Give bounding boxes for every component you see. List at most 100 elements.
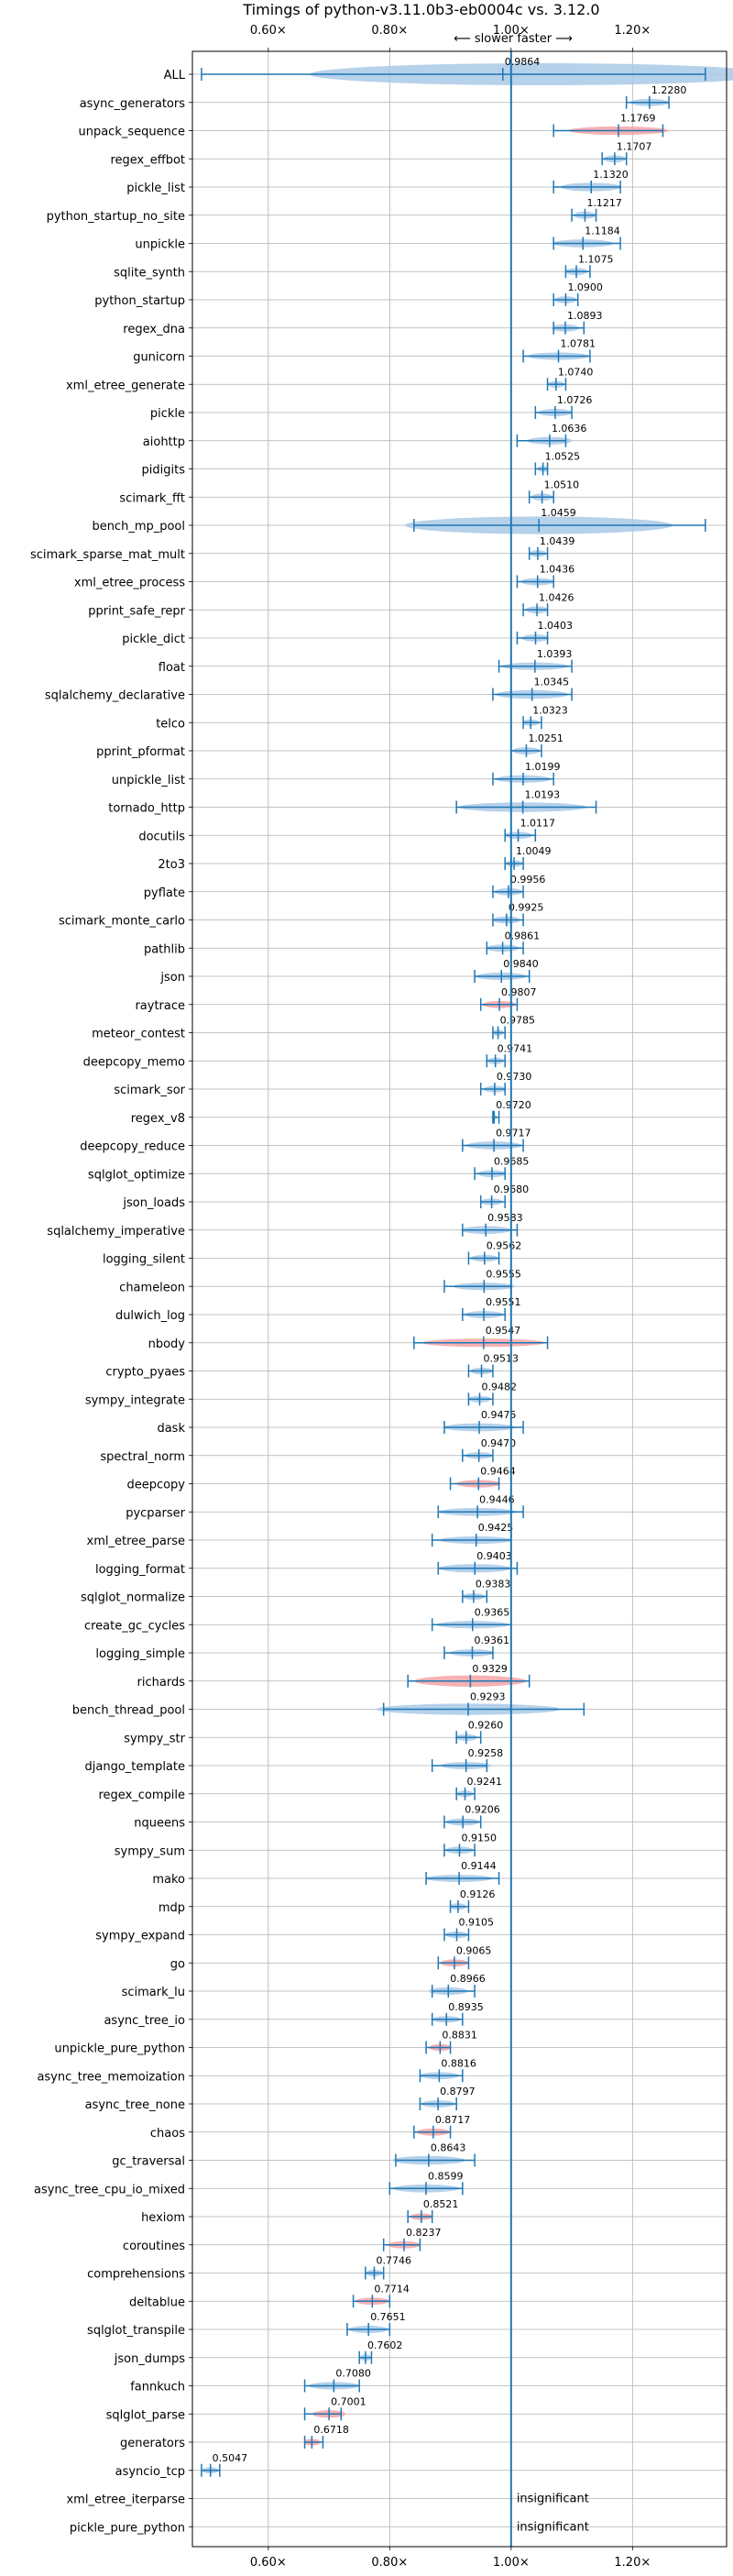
value-label: 0.9241 — [467, 1776, 503, 1788]
value-label: 0.9329 — [472, 1663, 508, 1675]
value-label: 0.7714 — [374, 2283, 410, 2295]
benchmark-label: xml_etree_parse — [87, 1535, 185, 1548]
value-label: 0.9925 — [509, 902, 544, 914]
x-tick-label-top: 0.80× — [371, 24, 408, 38]
benchmark-label: go — [170, 1957, 185, 1971]
benchmark-label: regex_v8 — [131, 1112, 185, 1126]
benchmark-label: 2to3 — [158, 858, 185, 872]
benchmark-labels: ALL async_generators unpack_sequence regex_… — [30, 69, 186, 2535]
benchmark-label: sqlalchemy_imperative — [47, 1225, 185, 1238]
benchmark-label: sympy_sum — [115, 1844, 185, 1858]
value-label: 0.8643 — [431, 2142, 466, 2154]
value-label: 1.0525 — [545, 451, 581, 463]
benchmark-label: async_tree_cpu_io_mixed — [34, 2183, 185, 2196]
value-label: 1.0459 — [541, 507, 576, 519]
value-label: 0.9105 — [459, 1917, 495, 1929]
benchmark-label: dask — [157, 1422, 185, 1436]
benchmark-label: unpickle_list — [112, 774, 185, 787]
benchmark-label: django_template — [85, 1760, 185, 1774]
benchmark-label: sympy_expand — [95, 1930, 185, 1943]
value-label: 0.8717 — [435, 2114, 470, 2126]
benchmark-label: deltablue — [129, 2295, 185, 2309]
value-label: 1.0781 — [561, 338, 596, 350]
value-label: 0.9126 — [460, 1888, 496, 1900]
benchmark-label: sqlglot_optimize — [88, 1168, 185, 1182]
benchmark-label: logging_format — [95, 1563, 185, 1577]
value-label: 0.8797 — [440, 2086, 476, 2097]
benchmark-label: regex_dna — [123, 323, 185, 336]
benchmark-label: async_tree_memoization — [37, 2070, 185, 2084]
value-label: 0.9150 — [462, 1832, 498, 1844]
value-label: 1.0740 — [558, 366, 594, 378]
value-label: 0.9730 — [497, 1071, 532, 1083]
benchmark-label: deepcopy — [126, 1479, 185, 1492]
benchmark-label: sqlglot_normalize — [81, 1591, 185, 1605]
value-label: 1.0726 — [557, 394, 593, 406]
benchmark-label: json — [159, 971, 185, 985]
benchmark-label: pickle — [150, 407, 185, 421]
value-label: 0.9065 — [456, 1944, 492, 1956]
value-label: 0.9864 — [505, 56, 541, 68]
value-label: 0.9403 — [476, 1550, 512, 1562]
benchmark-label: scimark_lu — [122, 1986, 185, 1999]
benchmark-label: deepcopy_memo — [83, 1055, 185, 1069]
value-label: 1.0893 — [567, 310, 603, 322]
value-label: 0.7602 — [367, 2339, 403, 2351]
value-label: 0.8831 — [442, 2030, 476, 2042]
value-label: 1.1769 — [620, 113, 656, 125]
benchmark-label: regex_effbot — [110, 153, 185, 167]
chart-subtitle: ⟵ slower faster ⟶ — [454, 32, 573, 46]
value-label: 1.2280 — [651, 84, 687, 96]
value-label: 0.9482 — [481, 1381, 517, 1393]
value-label: 0.9258 — [468, 1747, 504, 1759]
value-label: 0.8935 — [448, 2001, 483, 2013]
value-label: 1.0049 — [516, 845, 552, 857]
x-tick-label-top: 1.20× — [614, 24, 651, 38]
insignificant-label: insignificant — [517, 2493, 589, 2506]
value-label: 0.7746 — [376, 2255, 411, 2267]
benchmark-label: bench_thread_pool — [72, 1704, 185, 1718]
benchmark-label: scimark_sor — [114, 1084, 185, 1097]
value-label: 0.9206 — [465, 1804, 499, 1816]
benchmark-label: bench_mp_pool — [92, 520, 185, 534]
grid-lines — [192, 51, 727, 2547]
benchmark-label: chameleon — [119, 1281, 185, 1294]
x-tick-label-top: 0.60× — [250, 24, 287, 38]
value-label: 1.0426 — [539, 591, 574, 603]
benchmark-label: sqlglot_transpile — [87, 2324, 185, 2338]
benchmark-label: async_generators — [80, 97, 186, 111]
x-tick-label-bottom: 1.20× — [614, 2556, 651, 2570]
benchmark-label: scimark_sparse_mat_mult — [30, 548, 185, 562]
value-label: 0.9741 — [498, 1042, 533, 1054]
value-label: 0.9425 — [478, 1522, 514, 1534]
value-label: 0.8521 — [423, 2198, 459, 2210]
benchmark-label: docutils — [138, 830, 185, 843]
benchmark-label: dulwich_log — [115, 1309, 185, 1323]
value-label: 1.0439 — [540, 535, 575, 547]
benchmark-label: sympy_integrate — [85, 1393, 185, 1407]
value-label: 0.9293 — [470, 1691, 506, 1703]
benchmark-label: nbody — [148, 1338, 186, 1351]
benchmark-label: coroutines — [123, 2240, 185, 2253]
benchmark-label: pickle_dict — [122, 633, 185, 646]
benchmark-label: xml_etree_iterparse — [66, 2493, 185, 2507]
value-label: 0.9470 — [481, 1437, 517, 1449]
benchmark-label: logging_silent — [103, 1253, 185, 1267]
benchmark-label: generators — [120, 2437, 185, 2450]
benchmark-label: comprehensions — [87, 2268, 185, 2282]
benchmark-label: sqlite_synth — [114, 266, 185, 280]
value-label: 0.7001 — [331, 2395, 366, 2407]
value-label: 0.9551 — [486, 1296, 521, 1308]
benchmark-label: json_dumps — [114, 2352, 185, 2366]
benchmark-label: scimark_fft — [119, 491, 185, 505]
benchmark-label: mako — [152, 1873, 185, 1887]
value-label: 0.8816 — [441, 2057, 476, 2069]
value-label: 1.0345 — [534, 677, 570, 688]
benchmark-label: pathlib — [144, 942, 185, 956]
benchmark-label: unpickle — [135, 238, 185, 252]
value-label: 0.9475 — [481, 1409, 517, 1421]
value-label: 0.7080 — [335, 2368, 371, 2380]
value-label: 0.9720 — [496, 1099, 531, 1111]
plot-frame — [191, 50, 728, 2548]
value-label: 1.0510 — [544, 479, 580, 490]
